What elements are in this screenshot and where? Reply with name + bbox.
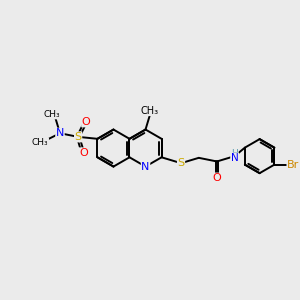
Text: N: N	[231, 153, 239, 163]
Text: O: O	[212, 173, 221, 183]
Text: S: S	[75, 132, 82, 142]
Text: H: H	[231, 149, 238, 158]
Text: S: S	[178, 158, 184, 168]
Text: Br: Br	[287, 160, 299, 170]
Text: CH₃: CH₃	[32, 138, 49, 147]
Text: CH₃: CH₃	[141, 106, 159, 116]
Text: O: O	[79, 148, 88, 158]
Text: N: N	[141, 162, 150, 172]
Text: N: N	[56, 128, 64, 138]
Text: O: O	[82, 117, 91, 127]
Text: CH₃: CH₃	[44, 110, 61, 119]
